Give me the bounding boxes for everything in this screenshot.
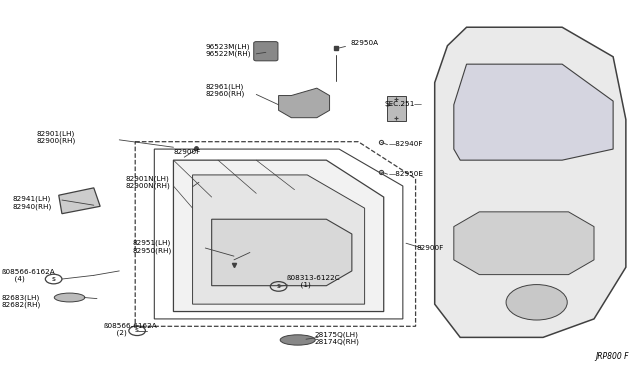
Text: S: S [135, 328, 139, 333]
Text: 82900F: 82900F [173, 149, 201, 155]
Text: 82901N(LH)
82900N(RH): 82901N(LH) 82900N(RH) [125, 175, 170, 189]
Text: 96523M(LH)
96522M(RH): 96523M(LH) 96522M(RH) [205, 43, 251, 57]
Polygon shape [59, 188, 100, 214]
Text: 82901(LH)
82900(RH): 82901(LH) 82900(RH) [36, 130, 76, 144]
Text: 82961(LH)
82960(RH): 82961(LH) 82960(RH) [205, 83, 244, 97]
Text: SEC.251―: SEC.251― [385, 101, 422, 107]
FancyBboxPatch shape [253, 42, 278, 61]
Text: 82900F: 82900F [417, 245, 444, 251]
Text: ß08313-6122C
      (1): ß08313-6122C (1) [287, 275, 340, 288]
Polygon shape [212, 219, 352, 286]
Ellipse shape [280, 335, 316, 345]
Polygon shape [173, 160, 384, 311]
Text: 28175Q(LH)
28174Q(RH): 28175Q(LH) 28174Q(RH) [315, 331, 360, 345]
Polygon shape [454, 64, 613, 160]
Circle shape [506, 285, 567, 320]
Ellipse shape [54, 293, 85, 302]
Text: —82940F: —82940F [389, 141, 423, 147]
Text: 82941(LH)
82940(RH): 82941(LH) 82940(RH) [13, 196, 52, 209]
Text: S: S [276, 284, 280, 289]
Text: JRP800 F: JRP800 F [596, 352, 629, 361]
Text: ß08566-6162A
      (4): ß08566-6162A (4) [1, 269, 55, 282]
Text: 82683(LH)
82682(RH): 82683(LH) 82682(RH) [1, 294, 40, 308]
Text: S: S [52, 276, 56, 282]
Polygon shape [193, 175, 365, 304]
Text: 82951(LH)
82950(RH): 82951(LH) 82950(RH) [132, 240, 172, 254]
Text: ß08566-6162A
      (2): ß08566-6162A (2) [103, 323, 157, 336]
Polygon shape [454, 212, 594, 275]
Text: 82950A: 82950A [351, 40, 379, 46]
Polygon shape [278, 88, 330, 118]
Text: —82950E: —82950E [389, 171, 424, 177]
Polygon shape [435, 27, 626, 337]
Polygon shape [387, 96, 406, 121]
